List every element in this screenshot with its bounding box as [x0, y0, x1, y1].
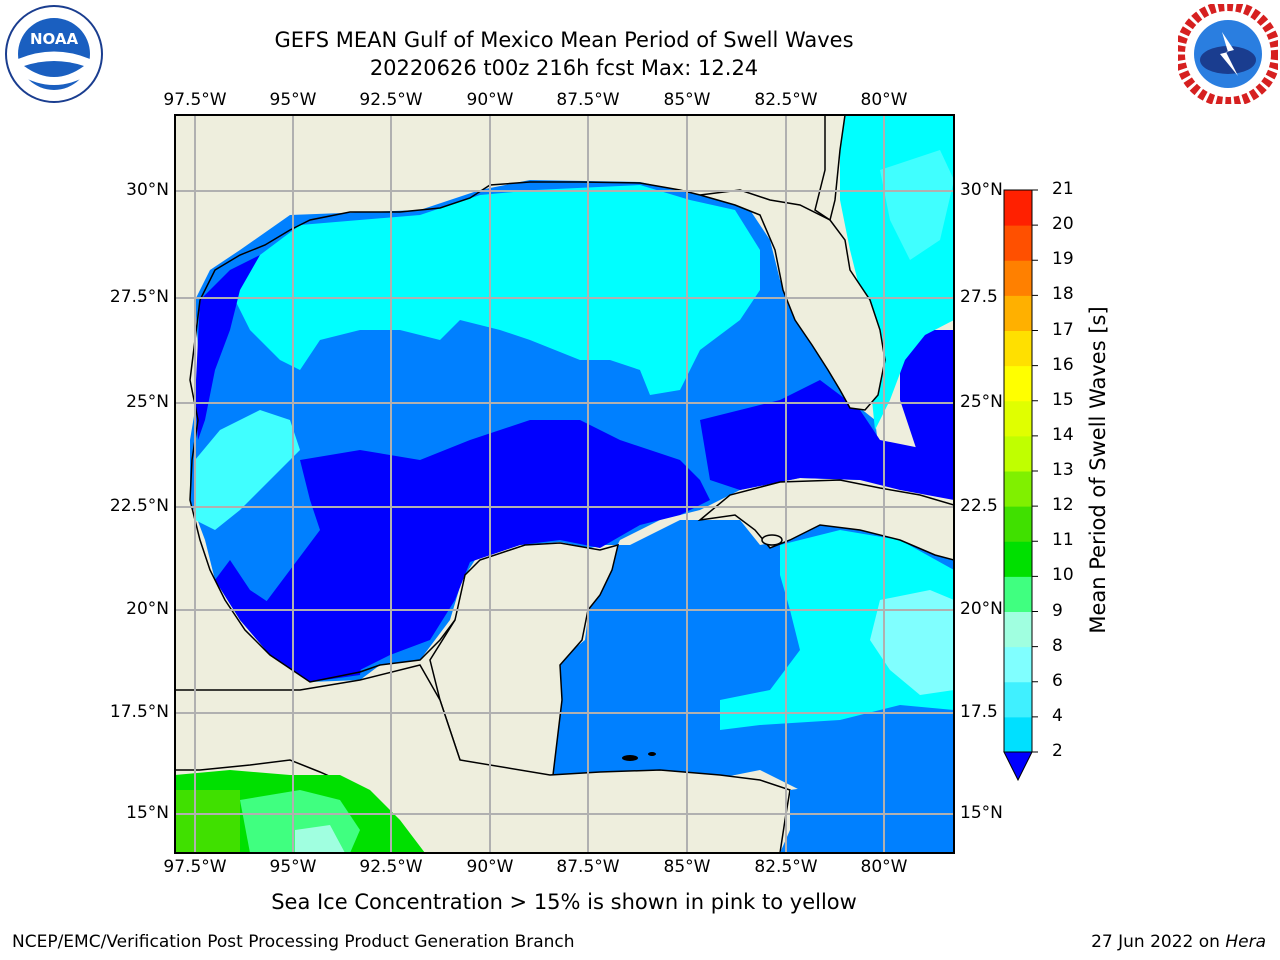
lon-label-bottom: 92.5°W	[359, 857, 423, 877]
colorbar-segment	[1004, 681, 1032, 718]
lat-label-right: 20°N	[960, 599, 1003, 619]
western-deep-blue	[195, 255, 260, 440]
colorbar-tick-label: 15	[1052, 389, 1074, 410]
lat-label-left: 25°N	[126, 392, 169, 412]
colorbar	[1003, 189, 1038, 782]
colorbar-segment	[1004, 400, 1032, 437]
colorbar-segment	[1004, 295, 1032, 331]
colorbar-tick-label: 18	[1052, 284, 1074, 305]
lat-label-right: 25°N	[960, 392, 1003, 412]
colorbar-tick-label: 9	[1052, 600, 1063, 621]
colorbar-tick-label: 8	[1052, 635, 1063, 656]
colorbar-segment	[1004, 716, 1032, 753]
colorbar-tick-label: 12	[1052, 495, 1074, 516]
footer-date-text: 27 Jun 2022 on	[1091, 932, 1226, 952]
colorbar-segment	[1004, 506, 1032, 542]
island-mark	[648, 752, 656, 756]
colorbar-segment	[1004, 576, 1032, 612]
lon-label-bottom: 87.5°W	[556, 857, 620, 877]
colorbar-tick-label: 21	[1052, 179, 1074, 199]
pacific-pale	[295, 825, 345, 853]
northern-shelf-cyan	[235, 185, 760, 395]
lon-label-bottom: 97.5°W	[163, 857, 227, 877]
lon-label-top: 95°W	[269, 90, 317, 110]
chart-title: GEFS MEAN Gulf of Mexico Mean Period of …	[274, 28, 854, 52]
central-deep-blue	[260, 420, 710, 670]
colorbar-segment	[1004, 646, 1032, 683]
sw-deep-blue	[215, 560, 365, 682]
colorbar-tick-label: 13	[1052, 460, 1074, 480]
lat-label-left: 15°N	[126, 803, 169, 823]
colorbar-segment	[1004, 541, 1032, 577]
colorbar-segment	[1004, 435, 1032, 472]
colorbar-segment	[1004, 365, 1032, 402]
noaa-logo: NOAA	[5, 5, 103, 103]
lat-label-left: 22.5°N	[109, 496, 169, 516]
florida-north-land	[814, 115, 846, 222]
colorbar-segment	[1004, 190, 1032, 226]
pacific-green-strip	[175, 790, 240, 853]
lat-label-right: 15°N	[960, 803, 1003, 823]
map-field	[175, 115, 954, 853]
island-isla-juventud	[761, 534, 783, 546]
lon-label-bottom: 95°W	[269, 857, 317, 877]
caribbean-cyan	[720, 530, 954, 730]
lon-label-top: 92.5°W	[359, 90, 423, 110]
colorbar-tick-label: 17	[1052, 319, 1074, 340]
lon-label-bottom: 85°W	[663, 857, 711, 877]
lat-label-left: 30°N	[126, 180, 169, 200]
colorbar-label: Mean Period of Swell Waves [s]	[1086, 306, 1110, 634]
footer-date: 27 Jun 2022 on Hera	[1091, 932, 1266, 952]
straits-deep-blue	[700, 380, 954, 500]
footer-credit: NCEP/EMC/Verification Post Processing Pr…	[12, 932, 575, 952]
colorbar-tick-label: 16	[1052, 354, 1074, 375]
colorbar-segment	[1004, 260, 1032, 296]
atlantic-light-cyan	[880, 150, 954, 260]
colorbar-segment	[1004, 471, 1032, 507]
island-mark	[622, 755, 638, 761]
colorbar-tick-label: 19	[1052, 249, 1074, 270]
nws-logo	[1178, 4, 1278, 104]
lat-label-left: 27.5°N	[109, 287, 169, 307]
colorbar-segment	[1004, 611, 1032, 648]
lat-label-right: 30°N	[960, 180, 1003, 200]
lon-label-top: 87.5°W	[556, 90, 620, 110]
colorbar-segment	[1004, 225, 1032, 261]
lon-label-bottom: 82.5°W	[754, 857, 818, 877]
lat-label-right: 17.5	[960, 702, 998, 722]
texas-coastline	[199, 181, 701, 301]
lon-label-top: 97.5°W	[163, 90, 227, 110]
western-cyan	[195, 410, 300, 530]
colorbar-tick-label: 11	[1052, 530, 1074, 551]
south-caribbean-blue	[780, 770, 954, 853]
lat-label-right: 27.5	[960, 287, 998, 307]
chart-subtitle: 20220626 t00z 216h fcst Max: 12.24	[369, 56, 759, 80]
footer-machine: Hera	[1225, 932, 1266, 952]
lon-label-top: 85°W	[663, 90, 711, 110]
colorbar-tick-label: 10	[1052, 565, 1074, 586]
sea-ice-note: Sea Ice Concentration > 15% is shown in …	[271, 890, 857, 914]
colorbar-tick-label: 4	[1052, 705, 1063, 726]
colorbar-tick-label: 2	[1052, 741, 1063, 761]
lat-label-left: 20°N	[126, 599, 169, 619]
colorbar-tick-label: 6	[1052, 670, 1063, 691]
caribbean-light-cyan	[870, 590, 954, 695]
atlantic-deep-blue	[900, 330, 954, 500]
noaa-logo-text: NOAA	[30, 30, 79, 48]
lat-label-right: 22.5	[960, 496, 998, 516]
lon-label-top: 90°W	[466, 90, 514, 110]
colorbar-under-extension	[1003, 751, 1033, 782]
graticule	[175, 115, 954, 853]
colorbar-segment	[1004, 330, 1032, 367]
lon-label-top: 80°W	[860, 90, 908, 110]
lon-label-top: 82.5°W	[754, 90, 818, 110]
colorbar-tick-label: 20	[1052, 214, 1074, 235]
map-frame	[174, 114, 955, 854]
lat-label-left: 17.5°N	[109, 702, 169, 722]
lon-label-bottom: 80°W	[860, 857, 908, 877]
lon-label-bottom: 90°W	[466, 857, 514, 877]
colorbar-tick-label: 14	[1052, 424, 1074, 445]
